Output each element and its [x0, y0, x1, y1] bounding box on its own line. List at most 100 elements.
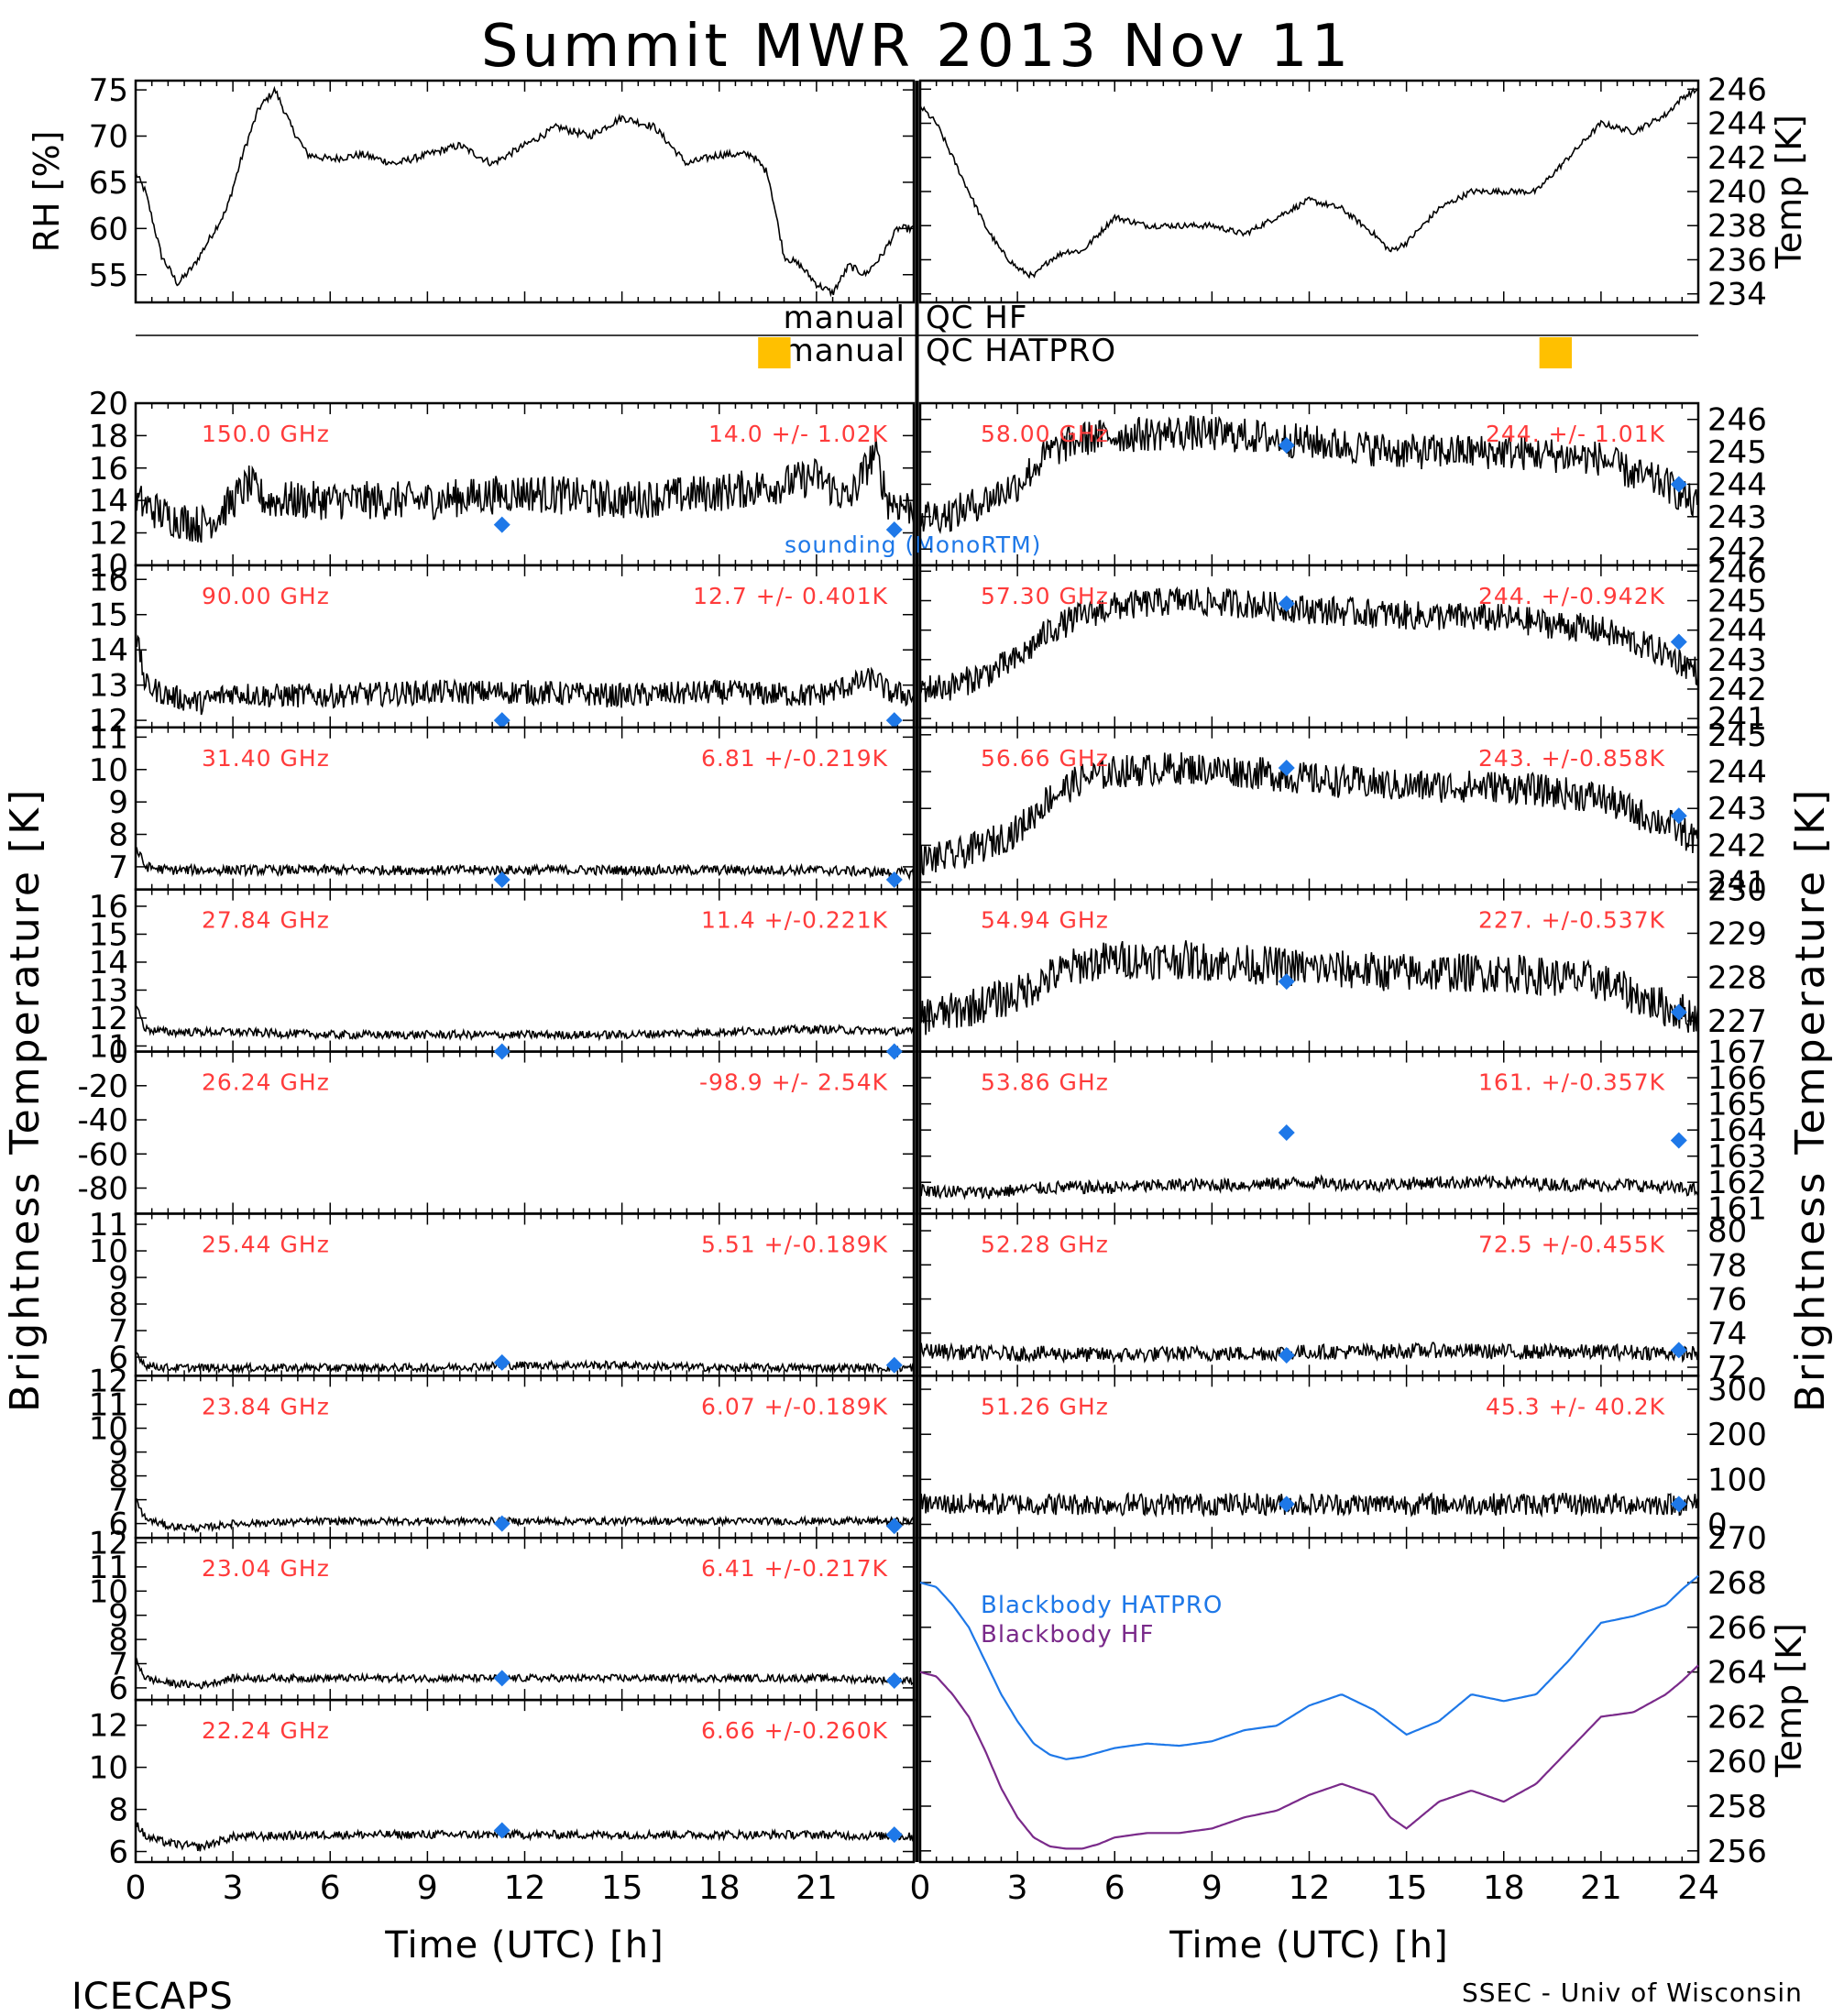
- right-xtick-label: 9: [1202, 1869, 1223, 1907]
- right-channel-3-ytick-label: 227: [1707, 1003, 1767, 1040]
- left-channel-8-ytick-label: 12: [89, 1708, 128, 1745]
- left-channel-8-ytick-label: 10: [89, 1750, 128, 1787]
- qc-hatpro-flag: [1539, 337, 1573, 368]
- rh-panel-frame: [134, 79, 916, 304]
- left-channel-6-ytick-label: 7: [108, 1483, 128, 1519]
- temp-panel-ytick-label: 238: [1707, 208, 1767, 245]
- left-xtick-label: 3: [223, 1869, 244, 1907]
- left-channel-4-ytick-label: -60: [77, 1136, 128, 1173]
- temp-panel-ytick-label: 242: [1707, 140, 1767, 177]
- left-xtick-label: 18: [698, 1869, 741, 1907]
- right-xtick-label: 12: [1289, 1869, 1331, 1907]
- right-channel-4-stat: 161. +/-0.357K: [1478, 1069, 1665, 1096]
- right-channel-1-trace: [919, 586, 1699, 703]
- left-channel-2-sounding-marker: [493, 871, 510, 889]
- left-channel-4-ytick-label: 0: [108, 1035, 128, 1071]
- left-channel-3-ytick-label: 11: [89, 1028, 128, 1065]
- left-channel-2-freq: 31.40 GHz: [202, 745, 330, 772]
- temp-panel-frame: [918, 79, 1700, 304]
- right-channel-6: 0 100 200 300 51.26 GHz 45.3 +/- 40.2K: [918, 1372, 1767, 1543]
- left-channel-0-freq: 150.0 GHz: [202, 421, 330, 447]
- right-channel-1-ytick-label: 245: [1707, 583, 1767, 619]
- left-channel-3-trace: [135, 1004, 915, 1042]
- right-channel-5-ytick-label: 76: [1707, 1282, 1747, 1319]
- left-channel-8-sounding-marker: [885, 1826, 903, 1844]
- right-channel-1-ytick-label: 241: [1707, 701, 1767, 738]
- right-channel-0-ytick-label: 246: [1707, 402, 1767, 439]
- left-channel-4-ytick-label: -80: [77, 1171, 128, 1208]
- right-channel-1-ytick-label: 243: [1707, 642, 1767, 679]
- right-channel-7-ytick-label: 262: [1707, 1699, 1767, 1736]
- left-channel-7-ytick-label: 11: [89, 1550, 128, 1586]
- qc-hatpro-label-right: QC HATPRO: [926, 333, 1116, 369]
- right-channel-2-stat: 243. +/-0.858K: [1478, 745, 1665, 772]
- left-channel-5-ytick-label: 6: [108, 1340, 128, 1376]
- left-channel-2-ytick-label: 10: [89, 752, 128, 789]
- right-channel-7-frame: [918, 1536, 1700, 1864]
- right-channel-2-sounding-marker: [1278, 760, 1295, 776]
- right-channel-7-ytick-label: 268: [1707, 1565, 1767, 1602]
- right-channel-0-trace: [919, 415, 1699, 534]
- left-channel-5-trace: [135, 1351, 915, 1375]
- rh-panel-ytick-label: 60: [89, 211, 128, 247]
- right-channel-7-ytick-label: 258: [1707, 1789, 1767, 1825]
- left-channel-0-trace: [135, 437, 915, 543]
- right-channel-2-freq: 56.66 GHz: [981, 745, 1109, 772]
- right-channel-6-freq: 51.26 GHz: [981, 1393, 1109, 1419]
- left-xtick-label: 0: [126, 1869, 147, 1907]
- sounding-label: sounding (MonoRTM): [785, 531, 1041, 558]
- right-channel-0-ytick-label: 242: [1707, 531, 1767, 568]
- right-xlabel: Time (UTC) [h]: [1169, 1924, 1448, 1967]
- left-channel-7-trace: [135, 1656, 915, 1690]
- left-channel-3-ytick-label: 16: [89, 889, 128, 926]
- right-channel-1-ytick-label: 242: [1707, 672, 1767, 708]
- left-channel-4: -80-60-40-200 26.24 GHz -98.9 +/- 2.54K: [77, 1035, 916, 1215]
- left-channel-4-ytick-label: -40: [77, 1102, 128, 1139]
- left-channel-1-ytick-label: 15: [89, 597, 128, 634]
- right-channel-6-ytick-label: 200: [1707, 1417, 1767, 1453]
- right-channel-0-stat: 244. +/- 1.01K: [1486, 421, 1665, 447]
- footer-icecaps: ICECAPS: [71, 1976, 234, 2016]
- right-channel-5-sounding-marker: [1670, 1342, 1687, 1359]
- left-channel-2-stat: 6.81 +/-0.219K: [701, 745, 888, 772]
- left-channel-8-sounding-marker: [493, 1822, 510, 1839]
- left-channel-6-sounding-marker: [885, 1517, 903, 1535]
- right-channel-4-ytick-label: 167: [1707, 1035, 1767, 1071]
- left-channel-6-ytick-label: 12: [89, 1364, 128, 1400]
- rh-ylabel: RH [%]: [27, 131, 67, 253]
- left-channel-4-stat: -98.9 +/- 2.54K: [699, 1069, 888, 1096]
- left-channel-5-ytick-label: 11: [89, 1207, 128, 1244]
- left-channel-1-sounding-marker: [493, 712, 510, 729]
- left-channel-1-ytick-label: 12: [89, 703, 128, 740]
- left-channel-5-freq: 25.44 GHz: [202, 1231, 330, 1257]
- right-channel-5-ytick-label: 74: [1707, 1316, 1747, 1353]
- left-channel-2-ytick-label: 9: [108, 784, 128, 821]
- left-channel-0-sounding-marker: [885, 520, 903, 538]
- footer-ssec: SSEC - Univ of Wisconsin: [1462, 1978, 1803, 2008]
- right-channel-6-trace: [919, 1491, 1699, 1518]
- left-channel-0-ytick-label: 12: [89, 516, 128, 553]
- left-channel-5-sounding-marker: [885, 1356, 903, 1374]
- left-xlabel: Time (UTC) [h]: [384, 1924, 664, 1967]
- legend-blackbody-hf: Blackbody HF: [981, 1621, 1154, 1649]
- temp-panel-ytick-label: 236: [1707, 242, 1767, 279]
- right-channel-7-ytick-label: 270: [1707, 1520, 1767, 1557]
- left-channel-5-stat: 5.51 +/-0.189K: [701, 1231, 888, 1257]
- left-channel-6-sounding-marker: [493, 1515, 510, 1532]
- left-channel-4-freq: 26.24 GHz: [202, 1069, 330, 1096]
- right-channel-7-ytick-label: 260: [1707, 1744, 1767, 1780]
- right-channel-0-ytick-label: 243: [1707, 499, 1767, 536]
- right-channel-6-sounding-marker: [1670, 1496, 1687, 1513]
- left-channel-7-stat: 6.41 +/-0.217K: [701, 1555, 888, 1582]
- left-xtick-label: 21: [796, 1869, 838, 1907]
- right-channel-3-sounding-marker: [1670, 1003, 1687, 1021]
